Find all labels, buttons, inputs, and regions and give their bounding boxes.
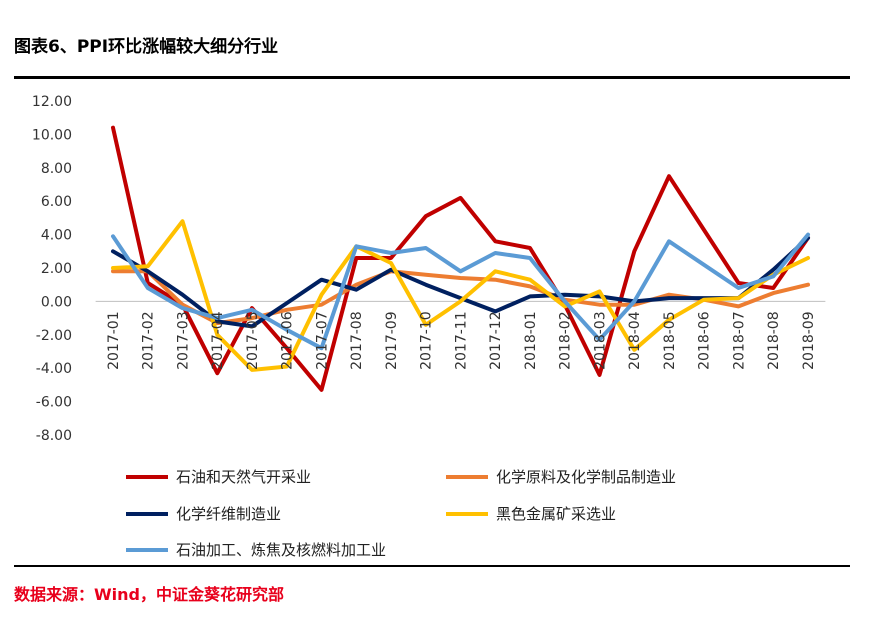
y-tick-label: 6.00 [41, 194, 72, 210]
y-tick-label: -2.00 [36, 328, 72, 344]
x-tick-label: 2018-04 [627, 311, 643, 370]
series-lines: 2017-01 2017-02 2017-03 2017-04 2017-05 2017-… [106, 125, 817, 392]
x-tick-label: 2018-01 [523, 311, 539, 370]
series-line [111, 235, 810, 329]
y-tick-label: 4.00 [41, 228, 72, 244]
y-tick-label: 2.00 [41, 261, 72, 277]
x-tick-label: 2017-08 [349, 311, 365, 370]
y-tick-label: 8.00 [41, 161, 72, 177]
y-tick-label: -4.00 [36, 361, 72, 377]
y-tick-label: -6.00 [36, 395, 72, 411]
x-tick-label: 2017-11 [454, 311, 470, 370]
series-line [111, 232, 810, 351]
x-tick-label: 2018-05 [662, 311, 678, 370]
x-tick-label: 2017-10 [419, 311, 435, 370]
x-tick-label: 2017-02 [141, 311, 157, 370]
x-tick-label: 2018-08 [766, 311, 782, 370]
x-tick-label: 2017-07 [315, 311, 331, 370]
x-tick-label: 2017-09 [384, 311, 400, 370]
y-tick-label: 12.00 [32, 94, 72, 110]
top-rule [14, 76, 850, 79]
x-tick-label: 2017-06 [280, 311, 296, 370]
y-tick-label: 0.00 [41, 294, 72, 310]
x-tick-label: 2017-05 [245, 311, 261, 370]
x-tick-label: 2018-02 [558, 311, 574, 370]
x-tick-label: 2018-03 [593, 311, 609, 370]
y-tick-label: -8.00 [36, 428, 72, 444]
x-tick-label: 2017-12 [488, 311, 504, 370]
series-line [111, 219, 810, 372]
y-tick-label: 10.00 [32, 127, 72, 143]
series-line [111, 125, 810, 392]
x-tick-label: 2017-04 [210, 311, 226, 370]
bottom-rule [14, 565, 850, 567]
x-tick-label: 2018-09 [801, 311, 817, 370]
x-tick-label: 2017-01 [106, 311, 122, 370]
x-tick-label: 2018-06 [697, 311, 713, 370]
x-tick-label: 2018-07 [732, 311, 748, 370]
x-tick-label: 2017-03 [176, 311, 192, 370]
y-axis: 12.00 10.00 8.00 6.00 4.00 2.00 0.00 -2.00 -4.00… [32, 94, 72, 444]
data-source: 数据来源：Wind，中证金葵花研究部 [14, 585, 284, 604]
page-title: 图表6、PPI环比涨幅较大细分行业 [14, 37, 279, 57]
